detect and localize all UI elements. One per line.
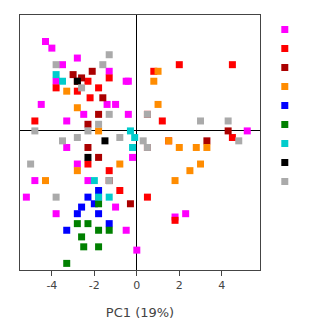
svg-text:-4: -4 bbox=[46, 279, 57, 292]
svg-text:PC1 (19%): PC1 (19%) bbox=[106, 305, 174, 320]
svg-text:0: 0 bbox=[133, 279, 140, 292]
svg-text:2: 2 bbox=[176, 279, 183, 292]
svg-text:4: 4 bbox=[218, 279, 225, 292]
svg-text:-2: -2 bbox=[89, 279, 100, 292]
